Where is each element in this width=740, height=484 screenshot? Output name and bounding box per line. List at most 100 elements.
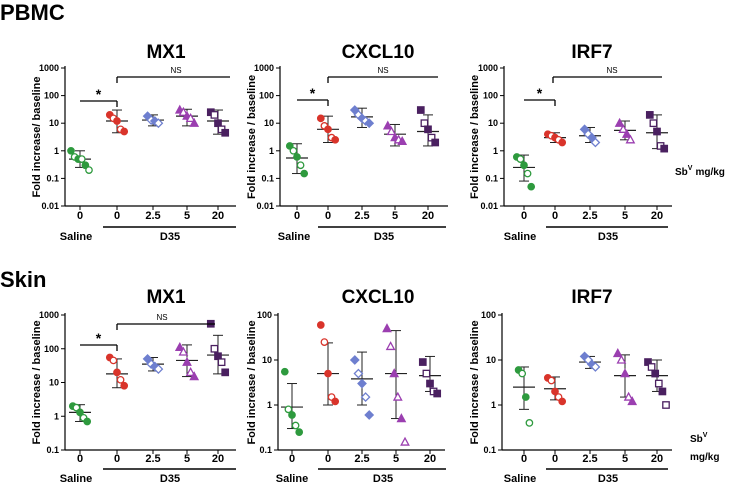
y-tick-label: 10 <box>264 118 274 128</box>
data-point <box>656 380 662 386</box>
y-tick-label: 1 <box>269 146 274 156</box>
significance-star: * <box>96 86 102 102</box>
data-point <box>211 112 217 118</box>
y-tick-label: 100 <box>44 344 59 354</box>
y-axis-label: Fold increase / baseline <box>469 75 481 199</box>
ns-label: NS <box>377 66 388 75</box>
y-tick-label: 0.1 <box>485 173 498 183</box>
y-axis-label: Fold increase / baseline <box>246 320 258 444</box>
x-category-label: 20 <box>212 453 224 465</box>
data-point <box>318 115 324 121</box>
data-point <box>68 148 74 154</box>
data-point <box>425 126 431 132</box>
panel-skin-mx1: MX1Fold increase / baseline0.11101001000… <box>31 287 236 484</box>
data-point <box>365 411 373 419</box>
y-axis-label: Fold increase / baseline <box>31 320 43 444</box>
ns-label: NS <box>170 66 181 75</box>
group-label-saline: Saline <box>60 231 92 243</box>
data-point <box>383 325 391 332</box>
x-category-label: 2.5 <box>354 210 369 222</box>
x-category-label: 0 <box>552 453 558 465</box>
data-point <box>211 346 217 352</box>
x-category-label: 2.5 <box>354 453 369 465</box>
data-point <box>387 342 395 349</box>
data-point <box>401 438 409 445</box>
x-category-label: 0 <box>114 210 120 222</box>
y-tick-label: 10 <box>49 378 59 388</box>
dose-unit-superscript-skin: V <box>703 432 708 439</box>
significance-star: * <box>310 85 316 101</box>
y-tick-label: 10 <box>486 355 496 365</box>
data-point <box>423 370 429 376</box>
data-point <box>297 162 303 168</box>
data-point <box>526 420 532 426</box>
data-point <box>661 145 667 151</box>
data-point <box>420 359 426 365</box>
ns-label: NS <box>606 66 617 75</box>
y-tick-label: 10 <box>262 355 272 365</box>
panel-title: IRF7 <box>571 42 612 63</box>
data-point <box>652 370 658 376</box>
y-tick-label: 100 <box>44 91 59 101</box>
data-point <box>301 170 307 176</box>
y-tick-label: 1000 <box>254 63 274 73</box>
y-tick-label: 10 <box>49 118 59 128</box>
x-category-label: 2.5 <box>145 210 160 222</box>
y-tick-label: 0.1 <box>46 173 59 183</box>
x-category-label: 0 <box>77 453 83 465</box>
panel-pbmc-cxcl10: CXCL10Fold increase / baseline0.010.1110… <box>246 42 448 243</box>
data-point <box>332 398 338 404</box>
x-category-label: 0 <box>325 453 331 465</box>
data-point <box>114 118 120 124</box>
panel-title: MX1 <box>146 42 186 63</box>
data-point <box>614 349 622 356</box>
group-label-saline: Saline <box>278 231 310 243</box>
y-tick-label: 1 <box>54 411 59 421</box>
data-point <box>282 368 288 374</box>
data-point <box>519 370 525 376</box>
x-category-label: 0 <box>521 453 527 465</box>
y-tick-label: 1 <box>493 146 498 156</box>
data-point <box>523 394 529 400</box>
data-point <box>418 107 424 113</box>
data-point <box>222 369 228 375</box>
panel-title: CXCL10 <box>342 42 415 63</box>
x-category-label: 2.5 <box>582 210 597 222</box>
panel-skin-irf7: IRF7Fold increase / baseline0.11101000 0 2… <box>469 287 672 484</box>
y-tick-label: 1000 <box>478 63 498 73</box>
y-axis-label: Fold increase / baseline <box>469 320 481 444</box>
data-point <box>427 380 433 386</box>
x-category-label: 5 <box>184 210 190 222</box>
data-point <box>524 170 530 176</box>
x-category-label: 20 <box>422 210 434 222</box>
figure: PBMC Skin SbV mg/kg SbV mg/kg MX1Fold inc… <box>0 0 740 484</box>
data-point <box>218 359 224 365</box>
data-point <box>648 364 654 370</box>
y-tick-label: 1000 <box>39 63 59 73</box>
group-label-saline: Saline <box>60 473 92 484</box>
data-point <box>647 112 653 118</box>
y-tick-label: 1 <box>491 400 496 410</box>
data-point <box>394 393 402 400</box>
data-point <box>616 119 624 126</box>
y-tick-label: 1 <box>267 400 272 410</box>
data-point <box>318 322 324 328</box>
significance-star: * <box>96 330 102 346</box>
x-category-label: 5 <box>393 453 399 465</box>
data-point <box>521 162 527 168</box>
x-category-label: 5 <box>392 210 398 222</box>
data-point <box>290 148 296 154</box>
data-point <box>654 128 660 134</box>
x-category-label: 20 <box>212 210 224 222</box>
data-point <box>548 377 554 383</box>
panel-pbmc-mx1: MX1Fold increase/ baseline0.010.11101001… <box>31 42 236 243</box>
group-label-d35: D35 <box>598 473 618 484</box>
y-axis-label: Fold increase / baseline <box>246 75 258 199</box>
data-point <box>289 412 295 418</box>
y-tick-label: 0.01 <box>41 201 59 211</box>
data-point <box>296 429 302 435</box>
data-point <box>358 380 366 388</box>
y-tick-label: 100 <box>257 310 272 320</box>
x-category-label: 20 <box>651 453 663 465</box>
x-category-label: 0 <box>521 210 527 222</box>
